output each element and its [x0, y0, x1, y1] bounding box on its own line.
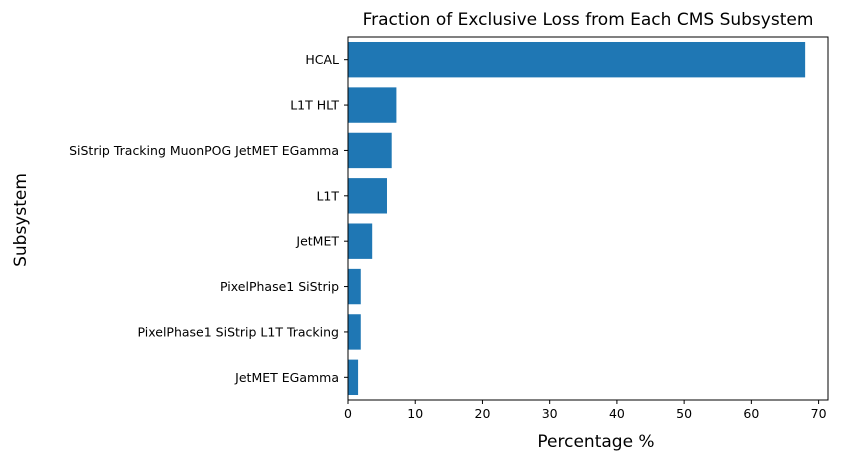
x-axis-label: Percentage %: [537, 432, 654, 452]
axes-frame: [347, 36, 829, 401]
x-tick-label: 0: [344, 406, 352, 421]
bar-6: [348, 314, 361, 350]
y-tick-label: PixelPhase1 SiStrip: [220, 279, 339, 294]
bar-1: [348, 87, 397, 123]
x-tick-label: 10: [407, 406, 423, 421]
x-tick-label: 20: [475, 406, 491, 421]
x-tick-label: 70: [811, 406, 827, 421]
x-tick-label: 50: [676, 406, 692, 421]
y-tick-label: SiStrip Tracking MuonPOG JetMET EGamma: [69, 143, 339, 158]
x-tick-label: 30: [542, 406, 558, 421]
y-tick-label: PixelPhase1 SiStrip L1T Tracking: [138, 324, 340, 339]
bar-0: [348, 41, 806, 78]
x-tick-label: 60: [743, 406, 759, 421]
bar-2: [348, 132, 392, 169]
y-tick-label: JetMET EGamma: [234, 370, 339, 385]
y-tick-label: L1T HLT: [290, 98, 339, 113]
bar-7: [348, 359, 359, 396]
x-tick-label: 40: [609, 406, 625, 421]
y-axis-label: Subsystem: [11, 173, 31, 267]
y-tick-label: JetMET: [295, 234, 339, 249]
y-tick-label: HCAL: [305, 52, 339, 67]
bar-5: [348, 268, 361, 305]
bar-3: [348, 178, 387, 214]
bar-4: [348, 223, 373, 259]
chart-title: Fraction of Exclusive Loss from Each CMS…: [363, 10, 814, 30]
plot-area: HCAL L1T HLT SiStrip Tracking MuonPOG JetM…: [69, 36, 829, 421]
y-tick-label: L1T: [316, 188, 339, 203]
